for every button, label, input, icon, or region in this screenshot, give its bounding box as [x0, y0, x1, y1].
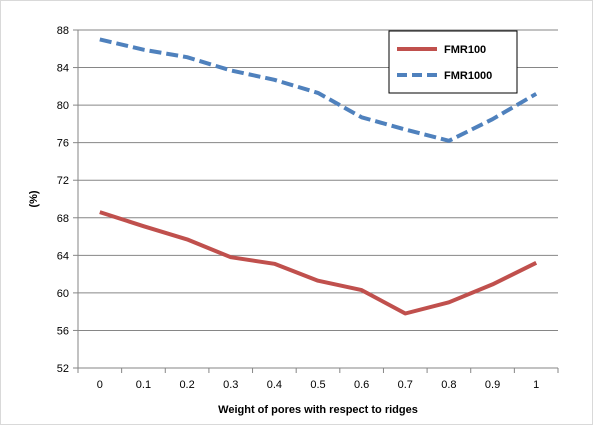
x-tick-label: 0.7: [398, 379, 413, 391]
y-tick-label: 76: [57, 138, 69, 150]
legend: FMR100 FMR1000: [388, 30, 518, 94]
x-tick-label: 0.1: [136, 379, 151, 391]
x-tick-label: 0.2: [179, 379, 194, 391]
x-axis-title: Weight of pores with respect to ridges: [218, 404, 418, 416]
y-axis-title: (%): [28, 190, 40, 207]
x-tick-label: 1: [533, 379, 539, 391]
x-tick-label: 0.9: [485, 379, 500, 391]
series-line-fmr100: [99, 210, 538, 316]
x-tick-label: 0.8: [441, 379, 456, 391]
y-tick-label: 52: [57, 363, 69, 375]
legend-box: [388, 30, 518, 94]
x-tick-label: 0: [97, 379, 103, 391]
axes: [77, 30, 558, 369]
y-tick-label: 72: [57, 175, 69, 187]
y-tick-label: 80: [57, 100, 69, 112]
x-tick-label: 0.5: [310, 379, 325, 391]
y-axis-ticks: 52 56 60 64 68 72 76 80 84 88: [57, 25, 78, 375]
legend-label-fmr1000: FMR1000: [444, 70, 492, 82]
y-tick-label: 64: [57, 250, 69, 262]
series-line-fmr1000: [99, 37, 538, 143]
y-tick-label: 68: [57, 213, 69, 225]
x-axis-ticks: 0 0.1 0.2 0.3 0.4 0.5 0.6 0.7 0.8 0.9 1: [77, 368, 559, 391]
y-tick-label: 84: [57, 63, 69, 75]
x-tick-label: 0.3: [223, 379, 238, 391]
y-tick-label: 56: [57, 325, 69, 337]
series-lines: [99, 37, 538, 316]
x-tick-label: 0.6: [354, 379, 369, 391]
legend-label-fmr100: FMR100: [444, 44, 486, 56]
y-tick-label: 88: [57, 25, 69, 37]
x-tick-label: 0.4: [267, 379, 282, 391]
y-tick-label: 60: [57, 288, 69, 300]
gridlines: [78, 29, 558, 331]
